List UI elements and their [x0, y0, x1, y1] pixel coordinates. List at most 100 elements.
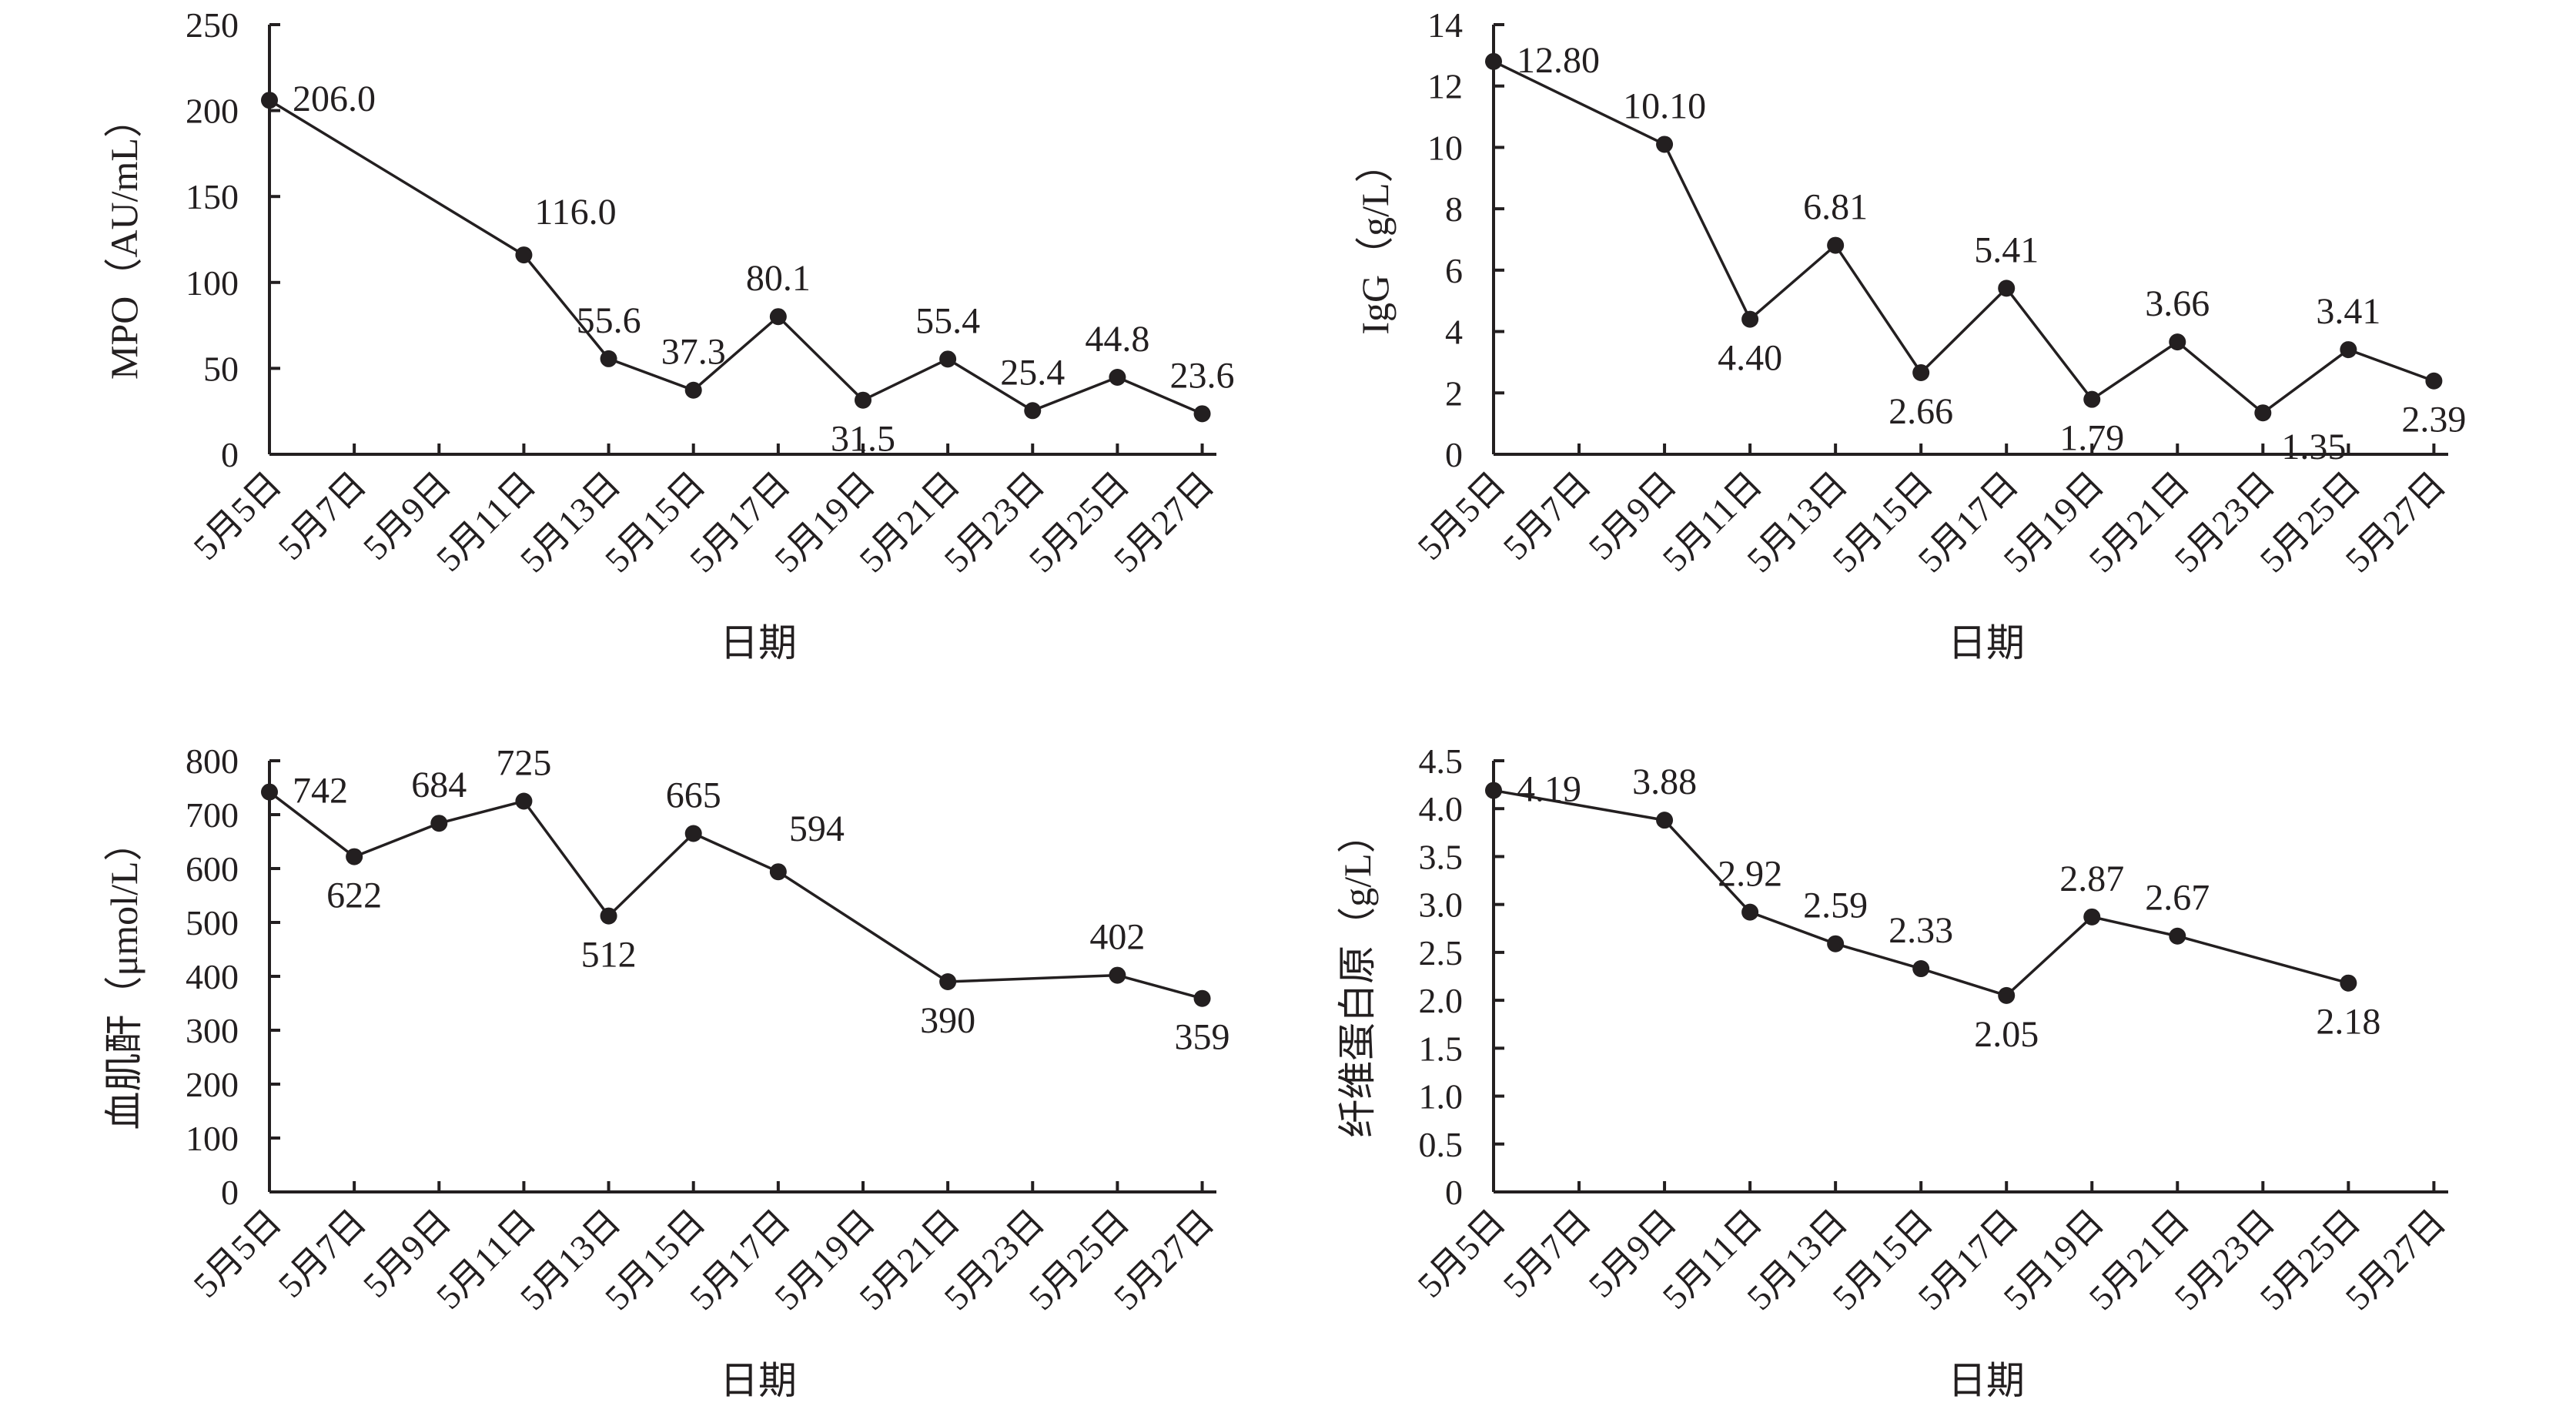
data-label: 684	[411, 765, 467, 805]
y-tick-label: 4.5	[1419, 741, 1464, 781]
data-label: 55.6	[577, 300, 641, 341]
chart-panel-3: 01002003004005006007008005月5日5月7日5月9日5月1…	[102, 741, 1230, 1402]
data-label: 2.39	[2401, 400, 2466, 440]
data-point	[1656, 812, 1674, 829]
data-point	[684, 381, 702, 399]
data-label: 44.8	[1085, 319, 1149, 360]
x-tick-label: 5月7日	[1495, 464, 1598, 567]
data-label: 359	[1175, 1017, 1230, 1058]
y-tick-label: 4	[1445, 313, 1463, 352]
x-axis-title: 日期	[1948, 1359, 2025, 1402]
x-tick-label: 5月7日	[271, 464, 374, 567]
data-label: 55.4	[915, 300, 980, 341]
y-tick-label: 0.5	[1419, 1125, 1464, 1164]
x-axis-title: 日期	[720, 1359, 797, 1402]
y-tick-label: 10	[1427, 128, 1463, 167]
x-tick-label: 5月5日	[1410, 1202, 1513, 1305]
y-tick-label: 1.5	[1419, 1029, 1464, 1068]
data-label: 512	[581, 935, 637, 976]
data-label: 2.92	[1718, 854, 1782, 895]
y-tick-label: 8	[1445, 189, 1463, 229]
y-tick-label: 700	[186, 795, 239, 835]
data-point	[2169, 333, 2186, 351]
data-label: 23.6	[1170, 355, 1235, 396]
y-axis-title: MPO（AU/mL）	[102, 99, 146, 380]
y-tick-label: 300	[186, 1011, 239, 1050]
y-tick-label: 400	[186, 957, 239, 996]
y-tick-label: 3.0	[1419, 885, 1464, 925]
data-label: 390	[920, 1000, 975, 1041]
data-point	[769, 308, 787, 326]
data-label: 25.4	[1000, 352, 1065, 393]
x-tick-label: 5月5日	[1410, 464, 1513, 567]
data-label: 12.80	[1517, 40, 1600, 81]
data-point	[2083, 908, 2101, 926]
data-label: 4.40	[1718, 338, 1782, 379]
data-label: 80.1	[746, 258, 811, 299]
x-tick-label: 5月5日	[186, 464, 289, 567]
y-tick-label: 12	[1427, 67, 1463, 106]
x-axis-title: 日期	[1948, 621, 2025, 664]
data-label: 2.87	[2059, 859, 2124, 899]
x-tick-label: 5月7日	[271, 1202, 374, 1305]
data-label: 3.66	[2145, 283, 2210, 324]
y-axis-title: 纤维蛋白原（g/L）	[1336, 815, 1379, 1137]
y-tick-label: 100	[186, 263, 239, 303]
series-line	[268, 791, 1203, 1000]
data-point	[2169, 927, 2186, 945]
y-tick-label: 6	[1445, 251, 1463, 290]
data-label: 725	[496, 743, 551, 784]
y-tick-label: 0	[1445, 1173, 1463, 1212]
series-line	[269, 99, 1203, 415]
data-point	[1024, 402, 1042, 420]
y-tick-label: 200	[186, 1065, 239, 1104]
data-point	[1912, 363, 1930, 381]
data-label: 2.59	[1803, 885, 1868, 926]
y-axis-title: IgG（g/L）	[1353, 144, 1397, 334]
data-label: 2.33	[1889, 910, 1953, 951]
data-point	[1827, 236, 1845, 254]
y-tick-label: 0	[221, 435, 239, 474]
y-tick-label: 2	[1445, 373, 1463, 413]
data-point	[430, 815, 448, 832]
data-label: 2.18	[2316, 1002, 2380, 1043]
data-point	[1193, 989, 1211, 1007]
data-point	[939, 350, 957, 368]
data-point	[1485, 52, 1502, 70]
y-tick-label: 0	[221, 1173, 239, 1212]
data-point	[1741, 310, 1759, 328]
data-point	[515, 246, 533, 264]
data-label: 116.0	[534, 192, 616, 233]
x-tick-label: 5月7日	[1495, 1202, 1598, 1305]
data-point	[939, 973, 957, 990]
y-tick-label: 100	[186, 1119, 239, 1158]
data-point	[600, 907, 617, 925]
data-label: 2.66	[1889, 391, 1953, 432]
data-point	[1109, 369, 1126, 387]
data-point	[684, 825, 702, 842]
data-point	[1485, 782, 1502, 799]
data-point	[1193, 405, 1211, 423]
data-label: 1.79	[2059, 418, 2124, 459]
data-label: 622	[326, 875, 382, 916]
data-point	[261, 92, 278, 109]
y-tick-label: 800	[186, 741, 239, 781]
y-tick-label: 3.5	[1419, 837, 1464, 876]
data-point	[515, 792, 533, 810]
y-tick-label: 2.0	[1419, 981, 1464, 1020]
data-label: 665	[666, 775, 721, 816]
data-point	[1998, 986, 2016, 1004]
data-point	[600, 350, 617, 367]
data-label: 3.88	[1632, 762, 1697, 802]
data-label: 6.81	[1803, 187, 1868, 228]
data-label: 594	[789, 808, 845, 849]
data-label: 3.41	[2316, 291, 2380, 332]
chart-panel-4: 00.51.01.52.02.53.03.54.04.55月5日5月7日5月9日…	[1336, 741, 2453, 1402]
data-point	[1998, 280, 2016, 297]
data-label: 2.05	[1974, 1014, 2039, 1055]
data-point	[1109, 966, 1126, 984]
data-point	[1656, 136, 1674, 153]
data-point	[1827, 935, 1845, 952]
data-point	[2340, 974, 2357, 992]
